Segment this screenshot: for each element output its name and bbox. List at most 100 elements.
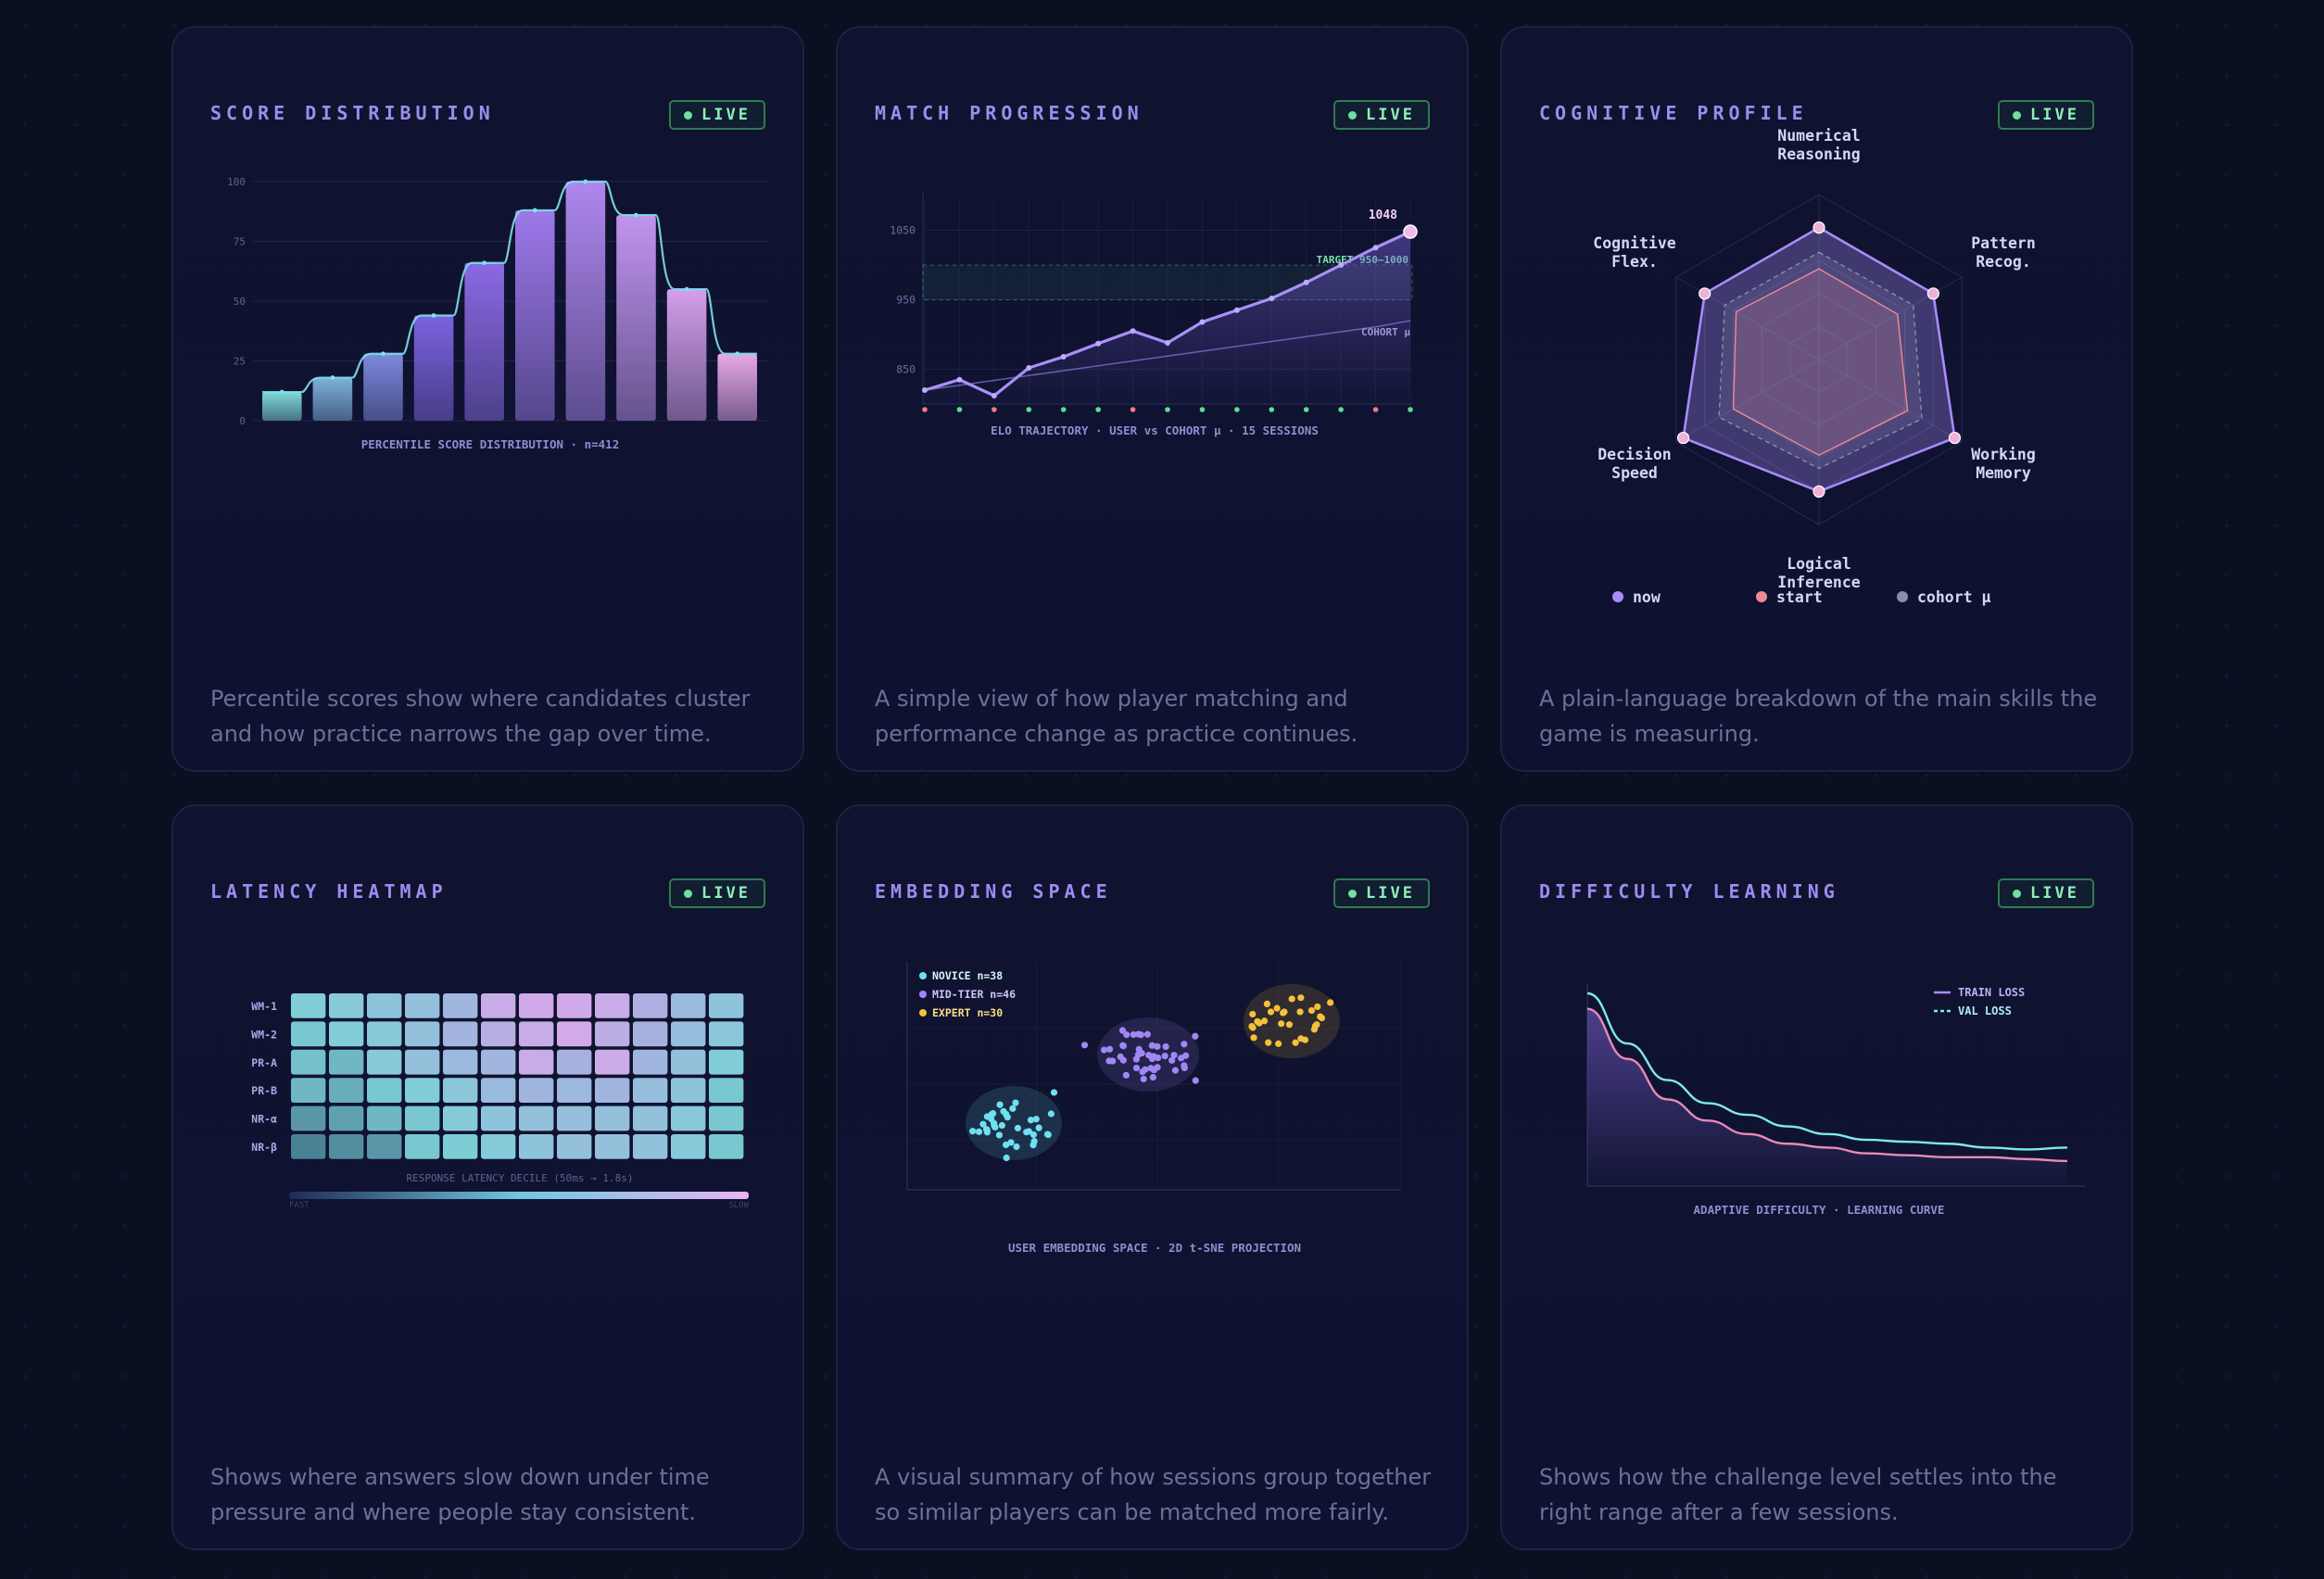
scatter-point (1027, 1117, 1035, 1124)
chart-caption: PERCENTILE SCORE DISTRIBUTION · n=412 (361, 437, 619, 451)
legend-label: VAL LOSS (1958, 1004, 2012, 1017)
session-marker (1338, 407, 1344, 412)
session-marker (1234, 407, 1240, 412)
heatmap-cell (557, 1078, 592, 1103)
y-tick-label: 25 (234, 356, 246, 368)
card-description: A simple view of how player matching and… (875, 686, 1358, 747)
card-description: Shows how the challenge level settles in… (1539, 1464, 2057, 1525)
y-tick-label: 950 (896, 294, 916, 307)
session-marker (1095, 407, 1101, 412)
scatter-point (1170, 1052, 1178, 1059)
card-embedding-space: EMBEDDING SPACE LIVE NOVICE n=38 MID-TIER… (836, 804, 1469, 1550)
heatmap-cell (481, 1049, 516, 1075)
scatter-point (1119, 1042, 1127, 1049)
heatmap-cell (633, 1134, 668, 1159)
session-marker (1408, 407, 1413, 412)
heatmap-cell (671, 1078, 706, 1103)
scatter-point (1178, 1055, 1185, 1062)
live-dot-icon (2013, 889, 2022, 898)
radar-series-cohort (1718, 251, 1923, 470)
session-marker (1130, 407, 1136, 412)
heatmap-cell (329, 1049, 364, 1075)
user-point (1165, 340, 1170, 346)
chart-caption: ADAPTIVE DIFFICULTY · LEARNING CURVE (1694, 1203, 1945, 1217)
scatter-point (1014, 1124, 1022, 1132)
card-description: Percentile scores show where candidates … (210, 686, 751, 747)
y-tick-label: 850 (896, 363, 916, 376)
scatter-point (1288, 995, 1295, 1003)
train-loss-area (1587, 1008, 2067, 1186)
radar-vertex (1812, 485, 1825, 498)
radar-vertex (1926, 287, 1939, 300)
bar (363, 353, 403, 421)
bar (464, 262, 504, 421)
chart-caption: ELO TRAJECTORY · USER vs COHORT μ · 15 S… (991, 423, 1319, 437)
heatmap-cell (481, 1105, 516, 1131)
user-point (1372, 245, 1379, 251)
session-marker (1269, 407, 1275, 412)
heatmap-cell (291, 1078, 326, 1103)
match-progression-chart: 8509501050TARGET 950–1000COHORT μ1048ELO… (890, 191, 1418, 437)
scatter-point (1327, 999, 1334, 1006)
latency-scale-bar (289, 1192, 749, 1199)
radar-series-start (1732, 268, 1909, 457)
cohort-label: COHORT μ (1361, 326, 1410, 338)
curve-point (279, 389, 284, 395)
scatter-point (1260, 1017, 1269, 1025)
heatmap-cell (519, 1049, 554, 1075)
heatmap-cell (709, 993, 744, 1018)
session-marker (956, 407, 963, 412)
curve-point (532, 208, 537, 213)
card-match-progression: MATCH PROGRESSION LIVE 8509501050TARGET … (836, 26, 1469, 772)
scatter-point (1044, 1131, 1052, 1139)
scatter-point (1168, 1056, 1176, 1064)
heatmap-cell (557, 1021, 592, 1047)
heatmap-cell (329, 1105, 364, 1131)
scatter-point (1285, 1021, 1294, 1029)
live-label: LIVE (1366, 884, 1415, 903)
heatmap-cell (557, 1105, 592, 1131)
heatmap-cell (709, 1021, 744, 1047)
live-label: LIVE (2030, 106, 2079, 124)
heatmap-cell (329, 993, 364, 1018)
card-title: MATCH PROGRESSION (875, 102, 1143, 124)
heatmap-cell (557, 1134, 592, 1159)
y-tick-label: 75 (234, 236, 246, 248)
legend-label: MID-TIER n=46 (932, 988, 1016, 1001)
curve-point (381, 351, 385, 357)
scatter-point (991, 1121, 998, 1130)
live-dot-icon (684, 110, 693, 120)
card-title: LATENCY HEATMAP (210, 880, 448, 903)
scatter-point (1080, 1042, 1089, 1049)
bar (515, 209, 555, 421)
scatter-point (1013, 1143, 1020, 1151)
scatter-point (1047, 1110, 1055, 1118)
live-label: LIVE (701, 884, 751, 903)
curve-point (735, 351, 740, 357)
scatter-point (1192, 1032, 1199, 1040)
scatter-point (1137, 1031, 1144, 1039)
axis-label: Logical (1787, 555, 1851, 573)
heatmap-cell (519, 1021, 554, 1047)
user-area (925, 232, 1410, 404)
final-value-label: 1048 (1369, 208, 1397, 222)
scatter-point (996, 1101, 1004, 1108)
scatter-point (1273, 1004, 1281, 1012)
heatmap-cell (709, 1078, 744, 1103)
chart-caption: USER EMBEDDING SPACE · 2D t-SNE PROJECTI… (1008, 1241, 1301, 1255)
card-title: COGNITIVE PROFILE (1539, 102, 1808, 124)
scatter-point (1281, 1008, 1288, 1016)
scatter-point (1147, 1065, 1155, 1072)
live-dot-icon (684, 889, 693, 898)
axis-label: Memory (1976, 464, 2031, 482)
heatmap-cell (595, 1021, 630, 1047)
live-dot-icon (2013, 110, 2022, 120)
legend-swatch (919, 1009, 927, 1017)
card-description: Shows where answers slow down under time… (210, 1464, 710, 1525)
y-tick-label: 0 (239, 415, 246, 427)
heatmap-cell (481, 1134, 516, 1159)
row-label: WM-2 (251, 1028, 277, 1041)
scatter-point (1123, 1030, 1130, 1039)
live-badge: LIVE (1998, 878, 2094, 908)
train-loss-line (1586, 1007, 2068, 1163)
